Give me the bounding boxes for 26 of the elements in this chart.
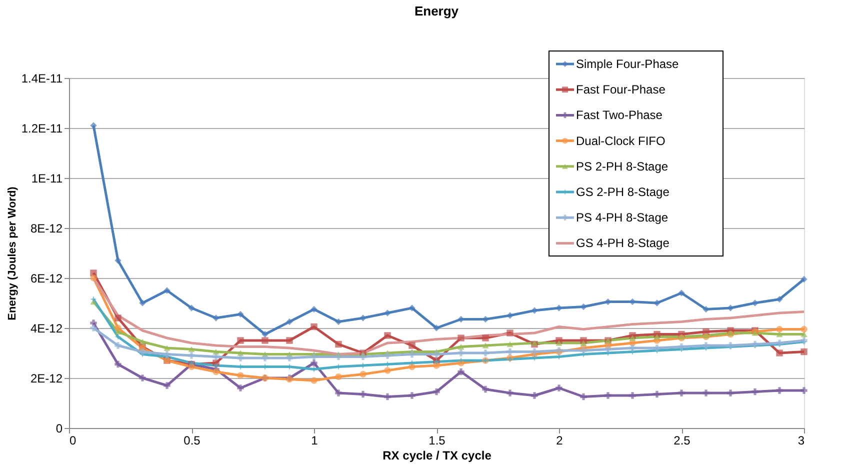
x-tick-label: 1.5 (428, 434, 446, 448)
y-tick-label: 0 (56, 422, 63, 436)
y-tick-label: 6E-12 (30, 272, 63, 286)
y-tick-label: 8E-12 (30, 222, 63, 236)
legend-label: GS 2-PH 8-Stage (576, 185, 670, 199)
x-tick-label: 3 (798, 434, 805, 448)
chart-title: Energy (414, 4, 460, 18)
legend-label: GS 4-PH 8-Stage (576, 236, 670, 250)
legend-label: PS 4-PH 8-Stage (576, 210, 668, 225)
legend-label: Simple Four-Phase (576, 57, 680, 71)
x-tick-label: 0.5 (184, 434, 201, 448)
y-axis-title: Energy (Joules per Word) (6, 186, 18, 320)
y-tick-label: 1.4E-11 (21, 72, 63, 86)
x-tick-label: 2.5 (674, 434, 691, 448)
legend-label: Fast Four-Phase (576, 82, 666, 97)
y-tick-label: 1E-11 (31, 172, 63, 186)
y-tick-label: 4E-12 (30, 322, 63, 336)
y-tick-label: 2E-12 (30, 372, 63, 386)
x-tick-label: 0 (70, 434, 76, 448)
legend-label: Dual-Clock FIFO (576, 134, 666, 148)
legend-label: PS 2-PH 8-Stage (576, 159, 668, 174)
legend-label: Fast Two-Phase (576, 108, 663, 122)
y-tick-label: 1.2E-11 (21, 122, 63, 136)
x-tick-label: 1 (311, 434, 318, 448)
x-tick-label: 2 (556, 434, 564, 448)
x-axis-title: RX cycle / TX cycle (382, 448, 492, 462)
